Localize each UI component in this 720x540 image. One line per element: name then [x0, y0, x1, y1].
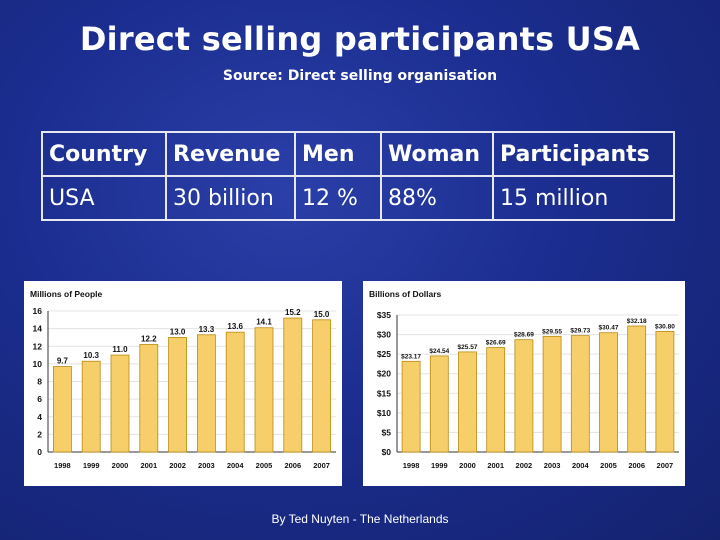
dollars-bar — [570, 335, 590, 453]
table-row: USA 30 billion 12 % 88% 15 million — [41, 175, 675, 221]
people-y-tick-label: 8 — [37, 377, 42, 387]
dollars-x-tick-label: 1999 — [431, 461, 448, 470]
dollars-data-label: $25.57 — [458, 344, 478, 351]
people-bar — [283, 317, 303, 453]
dollars-y-tick-label: $25 — [377, 349, 391, 359]
header-revenue: Revenue — [165, 131, 296, 177]
dollars-x-tick-label: 2000 — [459, 461, 476, 470]
dollars-data-label: $26.69 — [486, 340, 506, 347]
dollars-x-tick-label: 1998 — [403, 461, 420, 470]
people-y-tick-label: 2 — [37, 429, 42, 439]
dollars-data-label: $24.54 — [429, 348, 449, 355]
people-x-tick-label: 2001 — [140, 461, 157, 470]
dollars-bar — [486, 347, 506, 453]
people-data-label: 13.3 — [199, 325, 215, 334]
dollars-x-tick-label: 2001 — [487, 461, 504, 470]
people-bar — [81, 360, 101, 453]
people-bar — [196, 334, 216, 453]
people-y-tick-label: 4 — [37, 412, 42, 422]
dollars-bar — [514, 339, 534, 453]
people-data-label: 9.7 — [57, 357, 69, 366]
dollars-bar — [542, 335, 562, 453]
people-x-tick-label: 2000 — [112, 461, 129, 470]
people-data-label: 15.0 — [314, 310, 330, 319]
dollars-chart-panel: Billions of Dollars $0 $5 $10 $15 $20 $25 $30 $3… — [363, 281, 685, 486]
people-x-tick-label: 2002 — [169, 461, 186, 470]
footer-credit: By Ted Nuyten - The Netherlands — [271, 512, 449, 526]
people-x-tick-label: 2005 — [256, 461, 273, 470]
people-y-tick-label: 6 — [37, 394, 42, 404]
dollars-y-tick-label: $20 — [377, 369, 391, 379]
dollars-data-label: $29.73 — [570, 328, 590, 335]
cell-country: USA — [41, 175, 167, 221]
header-men: Men — [294, 131, 382, 177]
slide-subtitle: Source: Direct selling organisation — [222, 68, 498, 84]
people-chart-panel: Millions of People 0 2 4 6 8 10 12 14 16 9.7 1998 10… — [24, 281, 342, 486]
people-data-label: 14.1 — [256, 318, 272, 327]
dollars-y-tick-label: $30 — [377, 330, 391, 340]
header-country: Country — [41, 131, 167, 177]
people-data-label: 15.2 — [285, 308, 301, 317]
people-data-label: 10.3 — [83, 351, 99, 360]
dollars-y-tick-label: $0 — [382, 447, 392, 457]
people-data-label: 13.6 — [227, 322, 243, 331]
people-x-tick-label: 2003 — [198, 461, 215, 470]
people-y-tick-label: 16 — [33, 306, 43, 316]
people-x-tick-label: 2004 — [227, 461, 245, 470]
dollars-data-label: $23.17 — [401, 353, 421, 360]
people-bar — [139, 344, 159, 453]
people-y-tick-label: 12 — [33, 341, 43, 351]
people-data-label: 13.0 — [170, 327, 186, 336]
people-data-label: 11.0 — [112, 345, 128, 354]
people-x-tick-label: 2006 — [284, 461, 301, 470]
people-bar — [312, 319, 332, 453]
dollars-bar — [458, 351, 477, 453]
people-x-tick-label: 1999 — [83, 461, 100, 470]
people-chart: Millions of People 0 2 4 6 8 10 12 14 16 9.7 1998 10… — [30, 289, 336, 470]
dollars-bar — [599, 332, 618, 453]
people-bar — [168, 337, 188, 453]
dollars-data-label: $32.18 — [627, 318, 647, 325]
dollars-y-tick-label: $5 — [382, 427, 392, 437]
people-y-tick-label: 14 — [33, 324, 43, 334]
dollars-x-tick-label: 2002 — [516, 461, 533, 470]
people-y-tick-label: 0 — [37, 447, 42, 457]
people-data-label: 12.2 — [141, 334, 157, 343]
dollars-chart-title: Billions of Dollars — [369, 289, 442, 299]
header-woman: Woman — [380, 131, 494, 177]
cell-revenue: 30 billion — [165, 175, 296, 221]
header-participants: Participants — [492, 131, 675, 177]
dollars-bar — [429, 355, 449, 453]
people-y-tick-label: 10 — [33, 359, 43, 369]
summary-table: Country Revenue Men Woman Participants U… — [41, 131, 675, 221]
dollars-x-tick-label: 2006 — [628, 461, 645, 470]
dollars-y-tick-label: $35 — [377, 310, 391, 320]
dollars-data-label: $28.69 — [514, 332, 534, 339]
dollars-x-tick-label: 2003 — [544, 461, 561, 470]
people-chart-title: Millions of People — [30, 289, 103, 299]
dollars-x-tick-label: 2007 — [657, 461, 674, 470]
dollars-y-tick-label: $10 — [377, 408, 391, 418]
cell-woman: 88% — [380, 175, 494, 221]
dollars-data-label: $30.47 — [599, 325, 619, 332]
dollars-data-label: $30.80 — [655, 323, 675, 330]
slide-title: Direct selling participants USA — [79, 20, 641, 58]
dollars-bar — [401, 360, 421, 453]
people-x-tick-label: 2007 — [313, 461, 330, 470]
dollars-data-label: $29.55 — [542, 328, 562, 335]
people-bar — [52, 366, 72, 453]
cell-participants: 15 million — [492, 175, 675, 221]
people-bar — [254, 327, 274, 453]
people-bar — [225, 331, 245, 453]
dollars-y-tick-label: $15 — [377, 388, 391, 398]
dollars-x-tick-label: 2004 — [572, 461, 590, 470]
cell-men: 12 % — [294, 175, 382, 221]
dollars-bar — [655, 331, 675, 453]
table-header-row: Country Revenue Men Woman Participants — [41, 131, 675, 177]
dollars-bar — [627, 325, 647, 453]
dollars-x-tick-label: 2005 — [600, 461, 617, 470]
people-x-tick-label: 1998 — [54, 461, 71, 470]
people-bar — [110, 354, 130, 453]
dollars-chart: Billions of Dollars $0 $5 $10 $15 $20 $25 $30 $3… — [369, 289, 679, 470]
